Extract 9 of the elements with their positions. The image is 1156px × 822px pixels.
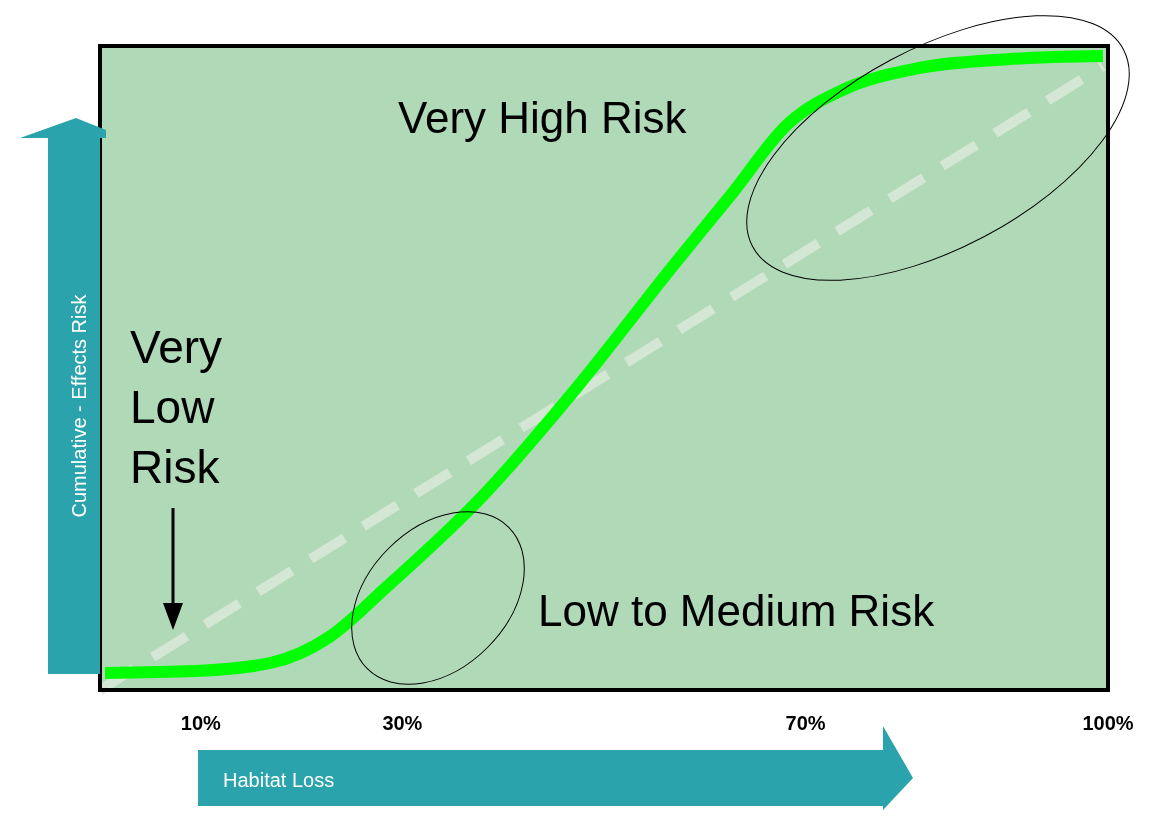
annotation: Low to Medium Risk [538, 586, 936, 635]
x-tick-label: 30% [382, 712, 423, 734]
x-tick-label: 10% [180, 712, 222, 734]
x-tick-label: 100% [1082, 712, 1134, 734]
x-axis-title: Habitat Loss [223, 769, 335, 791]
x-tick-label: 70% [785, 712, 826, 734]
annotation: Very High Risk [398, 93, 688, 142]
y-axis-title: Cumulative - Effects Risk [68, 293, 90, 518]
annotation: Very Low Risk [130, 321, 223, 493]
